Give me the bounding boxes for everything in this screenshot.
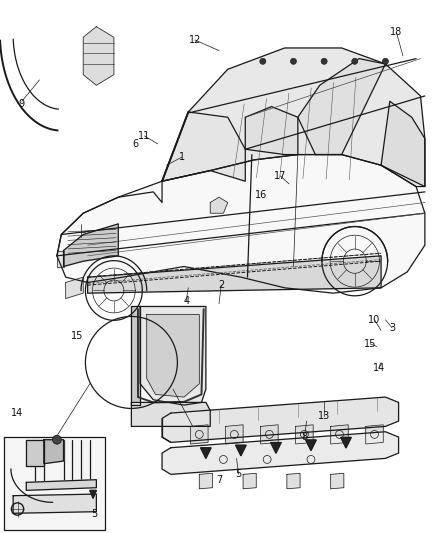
- Polygon shape: [271, 442, 281, 453]
- Polygon shape: [243, 473, 256, 489]
- Polygon shape: [4, 437, 105, 530]
- Polygon shape: [162, 432, 399, 474]
- Text: 16: 16: [254, 190, 267, 199]
- Polygon shape: [44, 440, 64, 464]
- Text: 5: 5: [236, 470, 242, 479]
- Text: 12: 12: [189, 35, 201, 45]
- Text: 17: 17: [274, 171, 286, 181]
- Polygon shape: [331, 425, 348, 444]
- Circle shape: [382, 58, 389, 64]
- Polygon shape: [298, 59, 385, 155]
- Text: 2: 2: [218, 280, 224, 290]
- Polygon shape: [131, 306, 140, 405]
- Polygon shape: [191, 425, 208, 444]
- Text: 18: 18: [390, 27, 403, 37]
- Polygon shape: [261, 425, 278, 444]
- Polygon shape: [162, 112, 245, 181]
- Polygon shape: [26, 440, 44, 466]
- Polygon shape: [236, 445, 246, 456]
- Polygon shape: [245, 107, 298, 155]
- Text: 8: 8: [301, 432, 307, 442]
- Polygon shape: [381, 101, 425, 187]
- Polygon shape: [226, 425, 243, 444]
- Circle shape: [290, 58, 297, 64]
- Polygon shape: [140, 306, 206, 405]
- Text: 3: 3: [389, 323, 395, 333]
- Polygon shape: [13, 494, 96, 513]
- Polygon shape: [147, 314, 199, 397]
- Polygon shape: [341, 438, 351, 448]
- Text: 11: 11: [138, 131, 151, 141]
- Polygon shape: [162, 397, 399, 442]
- Text: 15: 15: [71, 331, 83, 341]
- Polygon shape: [296, 425, 313, 444]
- Polygon shape: [366, 425, 383, 444]
- Polygon shape: [57, 251, 64, 266]
- Text: 7: 7: [216, 475, 222, 484]
- Polygon shape: [131, 402, 210, 426]
- Polygon shape: [306, 440, 316, 450]
- Circle shape: [321, 58, 327, 64]
- Text: 5: 5: [91, 510, 97, 519]
- Text: 10: 10: [368, 315, 381, 325]
- Polygon shape: [57, 155, 425, 293]
- Polygon shape: [26, 480, 96, 490]
- Polygon shape: [66, 277, 83, 298]
- Circle shape: [53, 435, 61, 444]
- Polygon shape: [201, 448, 211, 458]
- Text: 14: 14: [11, 408, 24, 418]
- Text: 13: 13: [318, 411, 330, 421]
- Text: 1: 1: [179, 152, 185, 162]
- Polygon shape: [88, 256, 381, 293]
- Polygon shape: [331, 473, 344, 489]
- Polygon shape: [83, 27, 114, 85]
- Text: 4: 4: [183, 296, 189, 306]
- Text: 15: 15: [364, 339, 376, 349]
- Polygon shape: [210, 197, 228, 213]
- Text: 6: 6: [133, 139, 139, 149]
- Text: 9: 9: [19, 99, 25, 109]
- Circle shape: [352, 58, 358, 64]
- Polygon shape: [90, 490, 96, 498]
- Polygon shape: [64, 224, 118, 266]
- Polygon shape: [287, 473, 300, 489]
- Polygon shape: [199, 473, 212, 489]
- Polygon shape: [162, 48, 425, 187]
- Text: 14: 14: [373, 363, 385, 373]
- Circle shape: [260, 58, 266, 64]
